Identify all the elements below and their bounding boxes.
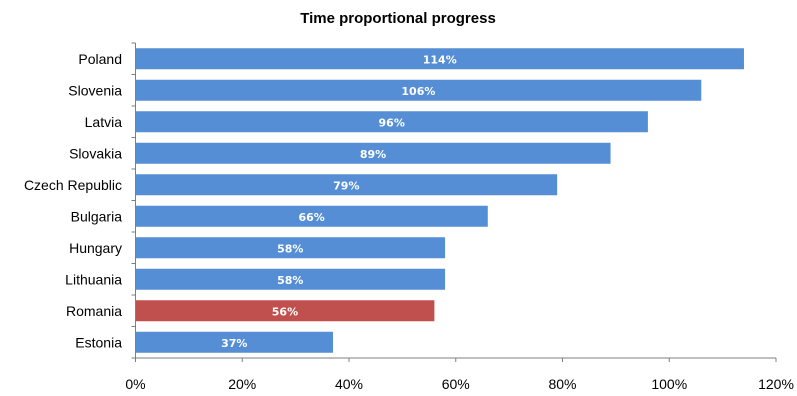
x-tick-label: 80%	[548, 376, 576, 392]
category-label-bulgaria: Bulgaria	[71, 208, 123, 224]
x-tick-label: 0%	[125, 376, 145, 392]
bar-poland	[135, 48, 744, 70]
data-label-latvia: 96%	[379, 116, 405, 129]
data-label-slovenia: 106%	[401, 85, 435, 98]
x-tick-label: 120%	[758, 376, 794, 392]
category-label-latvia: Latvia	[85, 114, 123, 130]
bar-slovakia	[135, 142, 611, 164]
x-tick-label: 20%	[228, 376, 256, 392]
x-tick-label: 60%	[442, 376, 470, 392]
chart-title: Time proportional progress	[300, 10, 496, 27]
axes-group: Poland Slovenia Latvia Slovakia Czech Republ…	[24, 42, 794, 392]
bar-romania	[135, 300, 435, 322]
bar-lithuania	[135, 268, 446, 290]
category-label-lithuania: Lithuania	[65, 271, 122, 287]
data-label-poland: 114%	[423, 53, 457, 66]
x-tick-label: 40%	[335, 376, 363, 392]
category-label-slovenia: Slovenia	[68, 82, 122, 98]
bar-czech-republic	[135, 174, 558, 196]
data-label-slovakia: 89%	[360, 148, 386, 161]
bar-bulgaria	[135, 205, 488, 227]
category-label-estonia: Estonia	[75, 334, 122, 350]
category-label-czech-republic: Czech Republic	[24, 177, 122, 193]
category-label-poland: Poland	[78, 51, 122, 67]
category-label-hungary: Hungary	[69, 240, 122, 256]
bar-latvia	[135, 111, 648, 133]
data-label-bulgaria: 66%	[298, 211, 324, 224]
category-label-slovakia: Slovakia	[69, 145, 122, 161]
category-label-romania: Romania	[66, 303, 122, 319]
bar-hungary	[135, 237, 446, 259]
x-tick-label: 100%	[651, 376, 687, 392]
data-label-hungary: 58%	[277, 242, 303, 255]
data-label-romania: 56%	[272, 305, 298, 318]
data-label-czech-republic: 79%	[333, 179, 359, 192]
data-label-estonia: 37%	[221, 337, 247, 350]
bar-slovenia	[135, 79, 702, 101]
bars-group: 114% 106% 96% 89% 79% 66% 58% 58% 56% 37%	[135, 48, 744, 353]
data-label-lithuania: 58%	[277, 274, 303, 287]
bar-estonia	[135, 331, 333, 353]
